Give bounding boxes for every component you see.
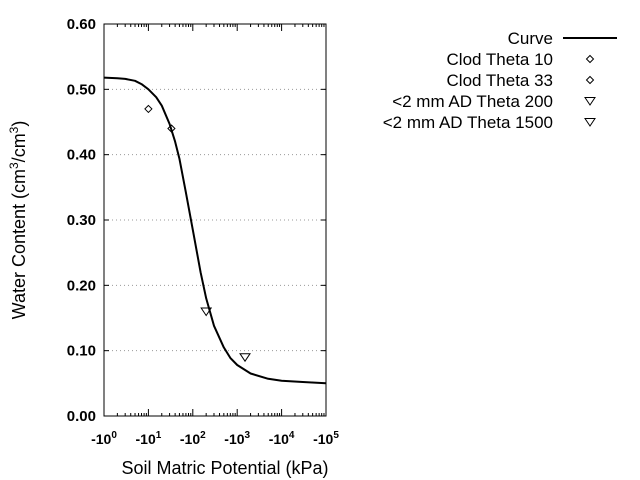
x-axis-ticks: -100 -101 -102 -103 -104 -105 xyxy=(91,24,339,447)
legend-label-0: Curve xyxy=(508,29,553,48)
legend-swatch-1 xyxy=(585,54,595,64)
legend-label-4: <2 mm AD Theta 1500 xyxy=(383,113,553,132)
legend-label-3: <2 mm AD Theta 200 xyxy=(392,92,553,111)
x-tick-label-4: -104 xyxy=(269,430,295,447)
legend-swatch-2 xyxy=(585,75,595,85)
data-point-0-0 xyxy=(144,104,153,114)
data-point-3-0 xyxy=(239,353,251,363)
data-point-2-0 xyxy=(200,307,213,317)
x-tick-label-0: -100 xyxy=(91,430,117,447)
y-axis-title-middle: /cm xyxy=(9,133,29,162)
y-tick-label-6: 0.60 xyxy=(67,16,96,33)
legend-label-1: Clod Theta 10 xyxy=(447,50,553,69)
x-axis-title: Soil Matric Potential (kPa) xyxy=(121,458,328,478)
y-axis-ticks: 0.00 0.10 0.20 0.30 0.40 0.50 0.60 xyxy=(67,16,326,425)
data-markers xyxy=(144,104,251,363)
x-tick-label-1: -101 xyxy=(136,430,162,447)
legend-swatch-3 xyxy=(584,97,596,106)
y-tick-label-4: 0.40 xyxy=(67,147,96,164)
x-tick-label-3: -103 xyxy=(224,430,250,447)
legend-swatch-4 xyxy=(584,118,596,127)
y-axis-title-sup1: 3 xyxy=(7,162,21,169)
curve-layer xyxy=(103,76,327,385)
y-tick-label-0: 0.00 xyxy=(67,408,96,425)
y-axis-title-suffix: ) xyxy=(9,121,29,127)
y-axis-title-sup2: 3 xyxy=(7,126,21,133)
y-axis-title: Water Content (cm3/cm3) xyxy=(7,121,29,320)
x-tick-label-5: -105 xyxy=(313,430,339,447)
x-tick-label-2: -102 xyxy=(180,430,206,447)
y-axis-title-prefix: Water Content (cm xyxy=(9,169,29,319)
legend: Curve Clod Theta 10 Clod Theta 33 <2 mm AD … xyxy=(383,29,617,132)
data-point-1-0 xyxy=(167,124,176,133)
curve-line xyxy=(103,76,327,385)
y-gridlines xyxy=(104,88,326,352)
y-tick-label-1: 0.10 xyxy=(67,343,96,360)
y-tick-label-5: 0.50 xyxy=(67,81,96,98)
y-tick-label-2: 0.20 xyxy=(67,277,96,294)
y-tick-label-3: 0.30 xyxy=(67,212,96,229)
legend-label-2: Clod Theta 33 xyxy=(447,71,553,90)
